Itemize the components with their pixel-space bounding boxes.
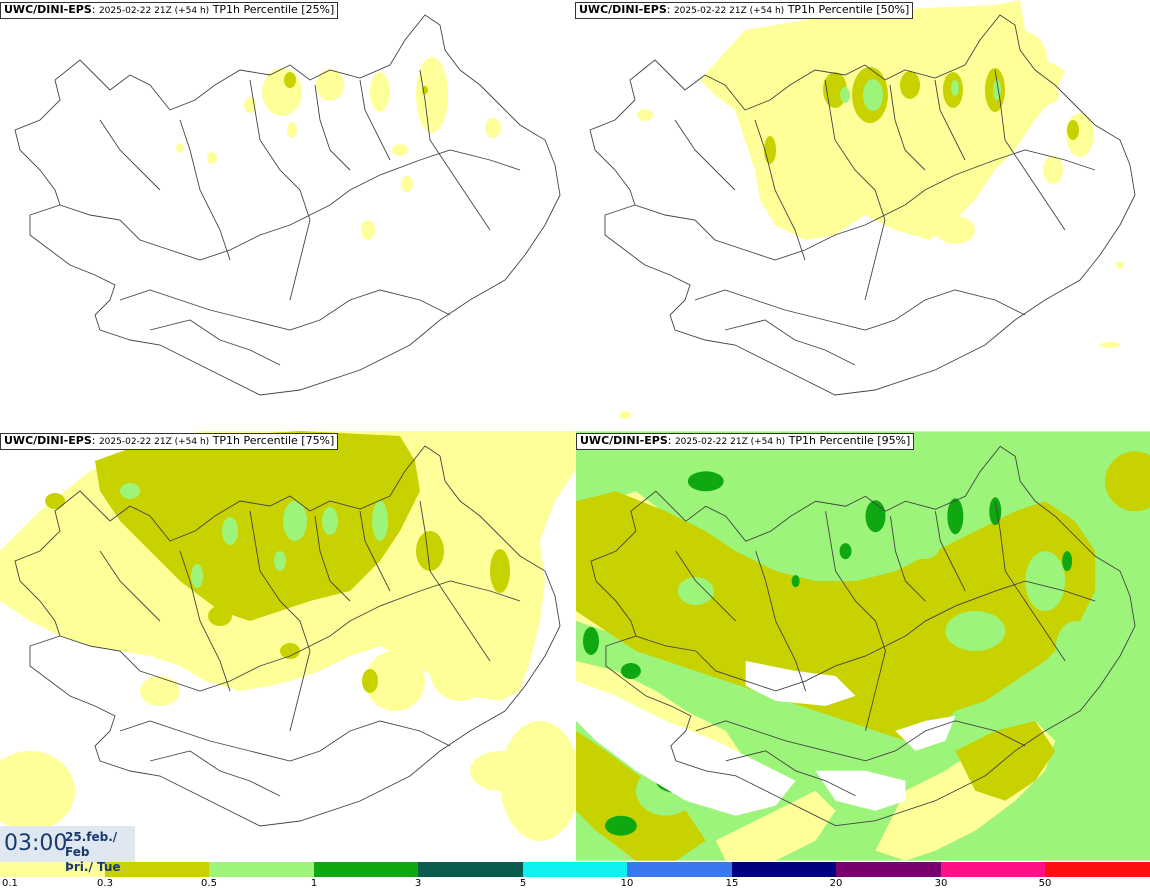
legend-tick-label: 50 (1038, 878, 1052, 889)
legend-tick-label: 5 (519, 878, 527, 889)
map-panel-p75: UWC/DINI-EPS: 2025-02-22 21Z (+54 h) TP1… (0, 431, 575, 861)
valid-time-badge: 03:00 25.feb./ Feb Þri./ Tue (0, 826, 135, 874)
iceland-outline (14, 14, 561, 396)
precip-fill-light (176, 57, 501, 240)
run-time: 2025-02-22 21Z (+54 h) (673, 6, 785, 16)
panel-title: UWC/DINI-EPS: 2025-02-22 21Z (+54 h) TP1… (575, 2, 914, 19)
legend-tick-label: 15 (725, 878, 739, 889)
precip-fill-olive (45, 431, 510, 693)
map-panel-p25: UWC/DINI-EPS: 2025-02-22 21Z (+54 h) TP1… (0, 0, 575, 430)
model-name: UWC/DINI-EPS (579, 3, 667, 16)
iceland-outline (589, 14, 1136, 396)
legend-swatch (731, 862, 837, 877)
precip-fill-olive (284, 72, 428, 94)
legend-tick-label: 0.5 (201, 878, 217, 889)
color-legend: 0.1 0.3 0.5 1 3 5 10 15 20 30 50 (0, 862, 1150, 891)
legend-swatch (418, 862, 523, 877)
valid-time: 03:00 (4, 831, 68, 856)
legend-tick-label: 1 (310, 878, 318, 889)
model-name: UWC/DINI-EPS (4, 434, 92, 447)
legend-swatch (0, 862, 105, 877)
legend-swatch (627, 862, 732, 877)
run-time: 2025-02-22 21Z (+54 h) (98, 437, 210, 447)
legend-tick-label: 0.3 (97, 878, 113, 889)
precip-fill-lightgreen (840, 79, 1001, 111)
panel-title: UWC/DINI-EPS: 2025-02-22 21Z (+54 h) TP1… (576, 433, 915, 450)
map-panel-p50: UWC/DINI-EPS: 2025-02-22 21Z (+54 h) TP1… (575, 0, 1150, 430)
precip-fill-light (619, 0, 1124, 419)
product-name: TP1h Percentile [75%] (212, 434, 335, 447)
legend-swatch (836, 862, 941, 877)
iceland-outline (590, 445, 1136, 827)
legend-tick-label: 10 (620, 878, 634, 889)
model-name: UWC/DINI-EPS (580, 434, 668, 447)
legend-tick-label: 3 (414, 878, 422, 889)
run-time: 2025-02-22 21Z (+54 h) (674, 437, 786, 447)
valid-date-line2: Þri./ Tue (65, 860, 121, 874)
legend-tick-label: 0.1 (2, 878, 18, 889)
product-name: TP1h Percentile [50%] (787, 3, 910, 16)
valid-date: 25.feb./ Feb Þri./ Tue (65, 830, 135, 875)
legend-tick-label: 30 (934, 878, 948, 889)
legend-tick-label: 20 (829, 878, 843, 889)
product-name: TP1h Percentile [25%] (212, 3, 335, 16)
legend-bar (0, 862, 1150, 877)
panel-title: UWC/DINI-EPS: 2025-02-22 21Z (+54 h) TP1… (0, 2, 339, 19)
run-time: 2025-02-22 21Z (+54 h) (98, 6, 210, 16)
legend-swatch (313, 862, 419, 877)
legend-swatch (1045, 862, 1150, 877)
legend-swatch (104, 862, 210, 877)
precip-map-p50 (589, 0, 1136, 419)
precip-fill-lightgreen (120, 483, 388, 588)
legend-swatch (209, 862, 314, 877)
product-name: TP1h Percentile [95%] (788, 434, 911, 447)
precip-map-p75 (0, 431, 575, 841)
valid-date-line1: 25.feb./ Feb (65, 830, 118, 859)
legend-swatch (522, 862, 628, 877)
map-panel-p95: UWC/DINI-EPS: 2025-02-22 21Z (+54 h) TP1… (576, 431, 1150, 861)
iceland-outline (14, 445, 561, 827)
legend-swatch (940, 862, 1046, 877)
precip-fill-white (576, 660, 956, 816)
precip-map-p25 (14, 14, 561, 396)
model-name: UWC/DINI-EPS (4, 3, 92, 16)
precip-map-p95 (576, 431, 1150, 861)
panel-title: UWC/DINI-EPS: 2025-02-22 21Z (+54 h) TP1… (0, 433, 339, 450)
